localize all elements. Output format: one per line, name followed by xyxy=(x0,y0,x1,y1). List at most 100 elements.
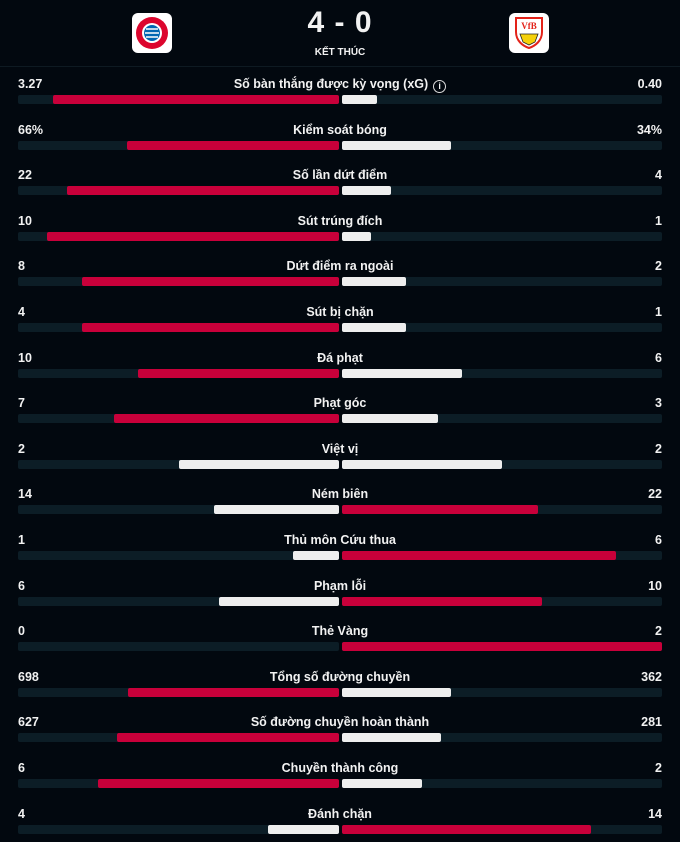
away-bar-track xyxy=(342,733,662,742)
away-bar-track xyxy=(342,141,662,150)
info-icon[interactable]: i xyxy=(433,80,446,93)
stat-label: Việt vị xyxy=(322,442,359,456)
away-bar-fill xyxy=(342,232,371,241)
away-value: 1 xyxy=(655,305,662,319)
stat-label-wrap: Việt vị xyxy=(0,442,680,456)
away-bar-fill xyxy=(342,551,616,560)
stat-label: Số đường chuyền hoàn thành xyxy=(251,715,429,729)
home-bar-track xyxy=(18,460,339,469)
away-bar-track xyxy=(342,232,662,241)
away-bar-track xyxy=(342,779,662,788)
home-bar-fill xyxy=(82,323,339,332)
away-value: 10 xyxy=(648,579,662,593)
stat-label: Thủ môn Cứu thua xyxy=(284,533,396,547)
home-bar-fill xyxy=(117,733,339,742)
stat-label: Dứt điểm ra ngoài xyxy=(287,259,394,273)
stat-label: Sút bị chặn xyxy=(306,305,373,319)
away-bar-track xyxy=(342,825,662,834)
stat-label-wrap: Thủ môn Cứu thua xyxy=(0,533,680,547)
home-bar-track xyxy=(18,369,339,378)
home-bar-track xyxy=(18,551,339,560)
stat-label: Phạm lỗi xyxy=(314,579,366,593)
away-value: 34% xyxy=(637,123,662,137)
away-bar-track xyxy=(342,642,662,651)
stat-label-wrap: Sút trúng đích xyxy=(0,214,680,228)
stat-label-wrap: Đánh chặn xyxy=(0,807,680,821)
away-bar-fill xyxy=(342,186,391,195)
stat-label-wrap: Đá phạt xyxy=(0,351,680,365)
away-bar-track xyxy=(342,688,662,697)
home-bar-fill xyxy=(82,277,339,286)
away-bar-fill xyxy=(342,369,462,378)
stat-label: Số lần dứt điểm xyxy=(293,168,387,182)
home-bar-fill xyxy=(98,779,339,788)
home-bar-fill xyxy=(128,688,339,697)
stat-label: Chuyền thành công xyxy=(282,761,399,775)
svg-text:VfB: VfB xyxy=(521,21,537,31)
home-bar-track xyxy=(18,414,339,423)
stat-label-wrap: Tổng số đường chuyền xyxy=(0,670,680,684)
away-bar-fill xyxy=(342,733,441,742)
home-bar-track xyxy=(18,95,339,104)
stat-label-wrap: Phạt góc xyxy=(0,396,680,410)
stuttgart-crest-icon: VfB xyxy=(514,16,544,50)
home-bar-track xyxy=(18,232,339,241)
home-bar-fill xyxy=(179,460,340,469)
away-value: 2 xyxy=(655,761,662,775)
away-bar-track xyxy=(342,597,662,606)
stat-label: Tổng số đường chuyền xyxy=(270,670,410,684)
stat-label-wrap: Dứt điểm ra ngoài xyxy=(0,259,680,273)
stat-label: Đánh chặn xyxy=(308,807,372,821)
home-bar-track xyxy=(18,597,339,606)
home-bar-track xyxy=(18,141,339,150)
away-bar-track xyxy=(342,323,662,332)
home-bar-fill xyxy=(67,186,339,195)
away-value: 22 xyxy=(648,487,662,501)
stat-label-wrap: Số bàn thắng được kỳ vọng (xG) i xyxy=(0,77,680,93)
away-bar-fill xyxy=(342,95,377,104)
away-bar-track xyxy=(342,277,662,286)
home-bar-fill xyxy=(293,551,339,560)
away-bar-track xyxy=(342,369,662,378)
away-bar-fill xyxy=(342,779,422,788)
stat-label: Thẻ Vàng xyxy=(312,624,368,638)
away-bar-track xyxy=(342,186,662,195)
away-value: 1 xyxy=(655,214,662,228)
away-value: 2 xyxy=(655,259,662,273)
stat-label-wrap: Số đường chuyền hoàn thành xyxy=(0,715,680,729)
away-team-logo[interactable]: VfB xyxy=(509,13,549,53)
away-bar-fill xyxy=(342,688,451,697)
home-bar-track xyxy=(18,825,339,834)
home-bar-fill xyxy=(114,414,339,423)
away-bar-fill xyxy=(342,277,406,286)
home-bar-fill xyxy=(268,825,339,834)
away-bar-fill xyxy=(342,505,538,514)
stat-label: Số bàn thắng được kỳ vọng (xG) xyxy=(234,77,428,91)
home-bar-track xyxy=(18,505,339,514)
away-value: 4 xyxy=(655,168,662,182)
home-bar-fill xyxy=(219,597,339,606)
away-value: 14 xyxy=(648,807,662,821)
stat-label-wrap: Ném biên xyxy=(0,487,680,501)
stat-label: Đá phạt xyxy=(317,351,363,365)
match-header: 4 - 0 KẾT THÚC VfB xyxy=(0,0,680,67)
stat-label-wrap: Số lần dứt điểm xyxy=(0,168,680,182)
away-bar-fill xyxy=(342,414,438,423)
home-bar-fill xyxy=(127,141,339,150)
home-bar-fill xyxy=(214,505,339,514)
home-bar-track xyxy=(18,642,339,651)
away-value: 3 xyxy=(655,396,662,410)
away-bar-track xyxy=(342,505,662,514)
